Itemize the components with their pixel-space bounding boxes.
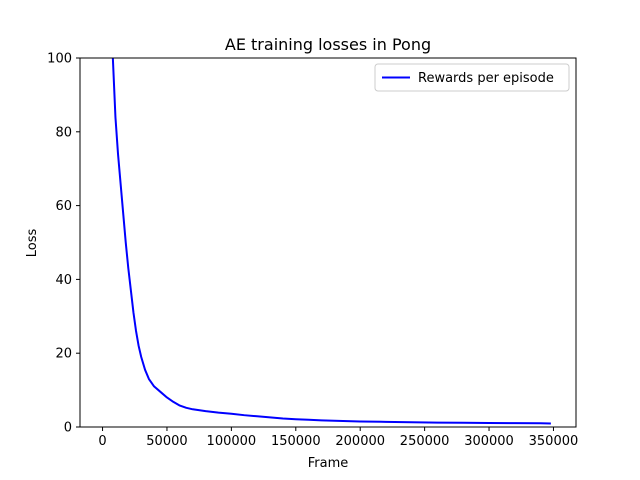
legend-label: Rewards per episode <box>418 71 554 86</box>
x-tick-label: 0 <box>98 434 106 449</box>
y-tick-label: 0 <box>64 421 72 436</box>
y-tick-label: 80 <box>55 125 72 140</box>
chart-title: AE training losses in Pong <box>225 35 431 54</box>
y-tick-label: 20 <box>55 347 72 362</box>
y-tick-label: 60 <box>55 199 72 214</box>
x-axis-label: Frame <box>308 456 349 471</box>
y-tick-label: 40 <box>55 273 72 288</box>
y-tick-label: 100 <box>47 52 72 67</box>
y-axis-label: Loss <box>25 229 40 258</box>
x-tick-label: 200000 <box>335 434 385 449</box>
x-tick-label: 150000 <box>271 434 321 449</box>
x-tick-label: 100000 <box>207 434 257 449</box>
x-tick-label: 300000 <box>464 434 514 449</box>
legend-box <box>374 63 570 92</box>
series-line-0 <box>111 58 551 425</box>
plot-area <box>79 57 577 428</box>
legend: Rewards per episode <box>374 63 570 92</box>
x-tick-label: 250000 <box>400 434 450 449</box>
axis-ticks: 0 50000 100000 150000 200000 250000 300000 3500… <box>47 52 578 450</box>
x-tick-label: 50000 <box>146 434 187 449</box>
x-tick-label: 350000 <box>529 434 579 449</box>
axes-frame <box>79 57 577 428</box>
